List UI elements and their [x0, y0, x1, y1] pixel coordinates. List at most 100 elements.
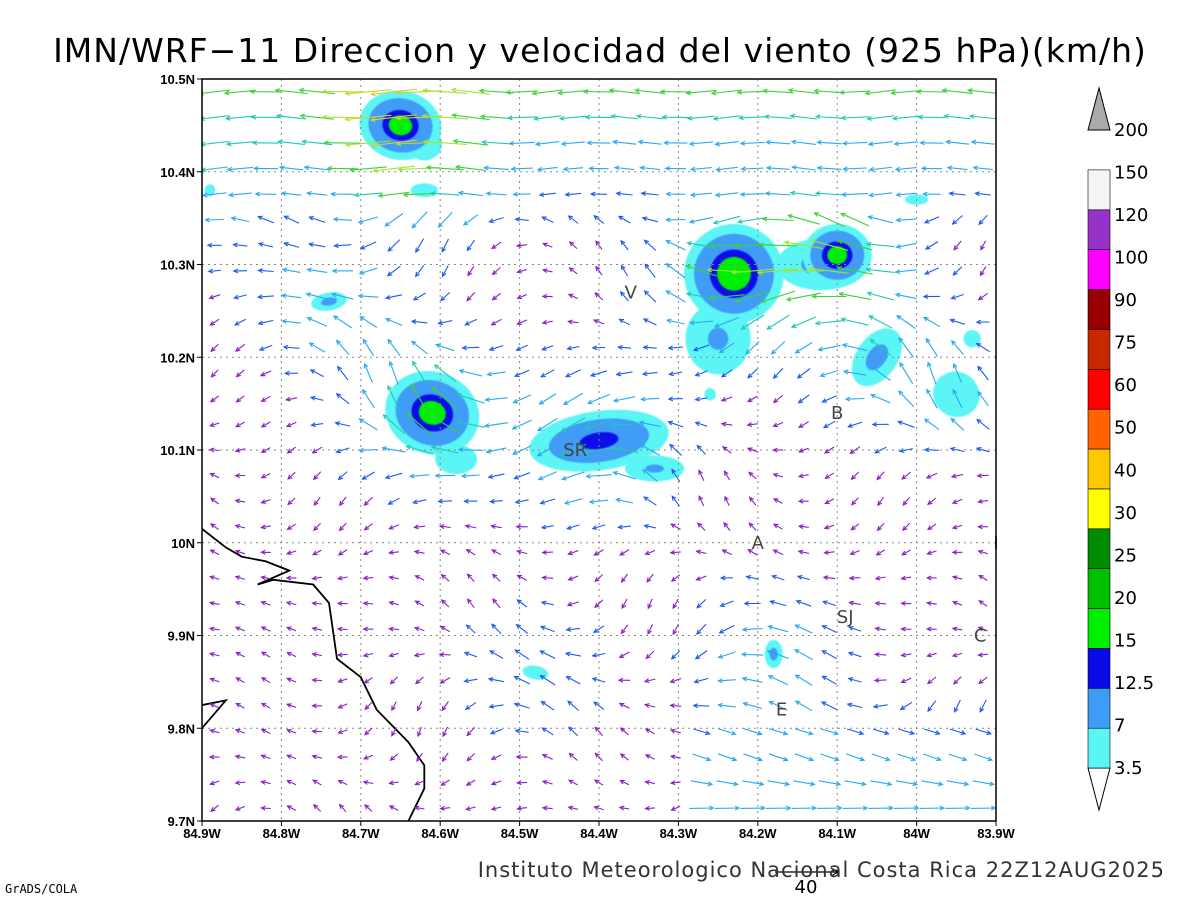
wind-vector-head [718, 628, 725, 634]
wind-vector-head [669, 443, 675, 449]
wind-vector [851, 497, 859, 506]
wind-vector [210, 804, 219, 812]
wind-vector-head [311, 728, 317, 734]
wind-vector-head [235, 702, 241, 708]
wind-vector-head [789, 113, 796, 119]
wind-vector-head [891, 115, 898, 121]
wind-vector [715, 141, 739, 145]
wind-vector-head [811, 805, 818, 811]
wind-vector [641, 397, 660, 400]
wind-vector [773, 421, 784, 427]
wind-vector [714, 316, 740, 328]
wind-vector [949, 728, 966, 735]
colorbar-label: 3.5 [1114, 758, 1143, 779]
wind-vector-head [466, 573, 473, 579]
wind-vector [378, 191, 410, 197]
wind-vector-head [312, 804, 319, 810]
wind-vector-head [747, 397, 753, 403]
wind-vector-head [422, 88, 428, 93]
wind-vector [537, 417, 558, 432]
wind-vector [462, 346, 480, 349]
wind-vector-head [692, 346, 699, 352]
wind-vector-head [772, 422, 779, 428]
wind-vector [210, 497, 219, 505]
colorbar-bin [1087, 488, 1111, 530]
wind-vector [364, 804, 373, 812]
wind-vector-head [709, 805, 715, 811]
wind-vector [896, 192, 917, 196]
wind-vector [541, 601, 554, 606]
wind-vector-head [464, 320, 470, 326]
wind-vector-head [568, 241, 575, 247]
wind-vector [467, 573, 475, 582]
wind-vector [822, 650, 837, 660]
wind-vector-head [821, 398, 827, 403]
wind-vector-head [834, 756, 840, 762]
wind-vector [925, 338, 939, 357]
wind-vector [388, 497, 400, 505]
wind-vector-head [338, 525, 345, 532]
wind-vector [542, 216, 554, 223]
wind-vector-head [822, 600, 828, 605]
wind-vector [790, 192, 818, 197]
wind-vector [441, 701, 449, 711]
wind-vector-head [260, 651, 267, 657]
wind-vector-head [667, 420, 673, 426]
wind-vector [722, 549, 732, 556]
wind-vector [618, 525, 631, 528]
wind-vector [415, 238, 425, 253]
wind-vector-head [899, 705, 906, 711]
wind-vector-head [847, 677, 854, 682]
wind-vector-head [978, 599, 984, 605]
wind-vector [670, 677, 682, 683]
wind-vector-head [837, 805, 843, 811]
wind-vector [384, 213, 404, 227]
wind-vector [621, 573, 629, 583]
wind-vector-head [608, 88, 615, 94]
wind-vector [568, 575, 579, 581]
wind-vector-head [919, 140, 925, 146]
wind-vector-head [323, 140, 329, 146]
wind-vector [873, 704, 888, 708]
wind-vector [839, 293, 871, 300]
wind-vector [210, 627, 220, 631]
wind-vector [793, 780, 815, 785]
colorbar-label: 50 [1114, 418, 1137, 439]
wind-vector [258, 216, 275, 224]
wind-vector [798, 394, 810, 404]
wind-vector [338, 653, 348, 656]
wind-vector [346, 140, 391, 146]
wind-vector [491, 780, 502, 785]
wind-vector [791, 140, 816, 145]
wind-vector-head [540, 524, 547, 530]
wind-vector-head [286, 525, 293, 530]
wind-vector [786, 292, 821, 301]
wind-vector [840, 212, 870, 227]
wind-vector [441, 238, 449, 252]
wind-vector-head [539, 650, 545, 655]
wind-vector [613, 396, 636, 402]
wind-vector [822, 395, 837, 403]
speed-contour-shell [827, 246, 848, 265]
wind-vector-head [641, 371, 648, 377]
wind-vector-head [338, 803, 345, 810]
wind-vector [867, 115, 895, 120]
wind-vector-head [977, 524, 983, 530]
wind-vector-head [665, 263, 671, 269]
wind-vector-head [286, 652, 292, 657]
wind-vector [794, 753, 814, 761]
wind-vector [798, 550, 810, 554]
wind-vector [391, 726, 397, 736]
speed-contour-shell [388, 115, 413, 136]
wind-vector-head [620, 264, 626, 271]
wind-vector [209, 294, 221, 299]
wind-vector-head [894, 166, 901, 172]
wind-vector [620, 240, 629, 251]
wind-vector-head [311, 626, 318, 632]
wind-vector [926, 472, 938, 479]
wind-vector-head [841, 343, 848, 348]
wind-vector-head [765, 139, 771, 145]
wind-vector-head [868, 315, 874, 320]
wind-vector [492, 598, 501, 609]
wind-vector-head [306, 317, 313, 322]
